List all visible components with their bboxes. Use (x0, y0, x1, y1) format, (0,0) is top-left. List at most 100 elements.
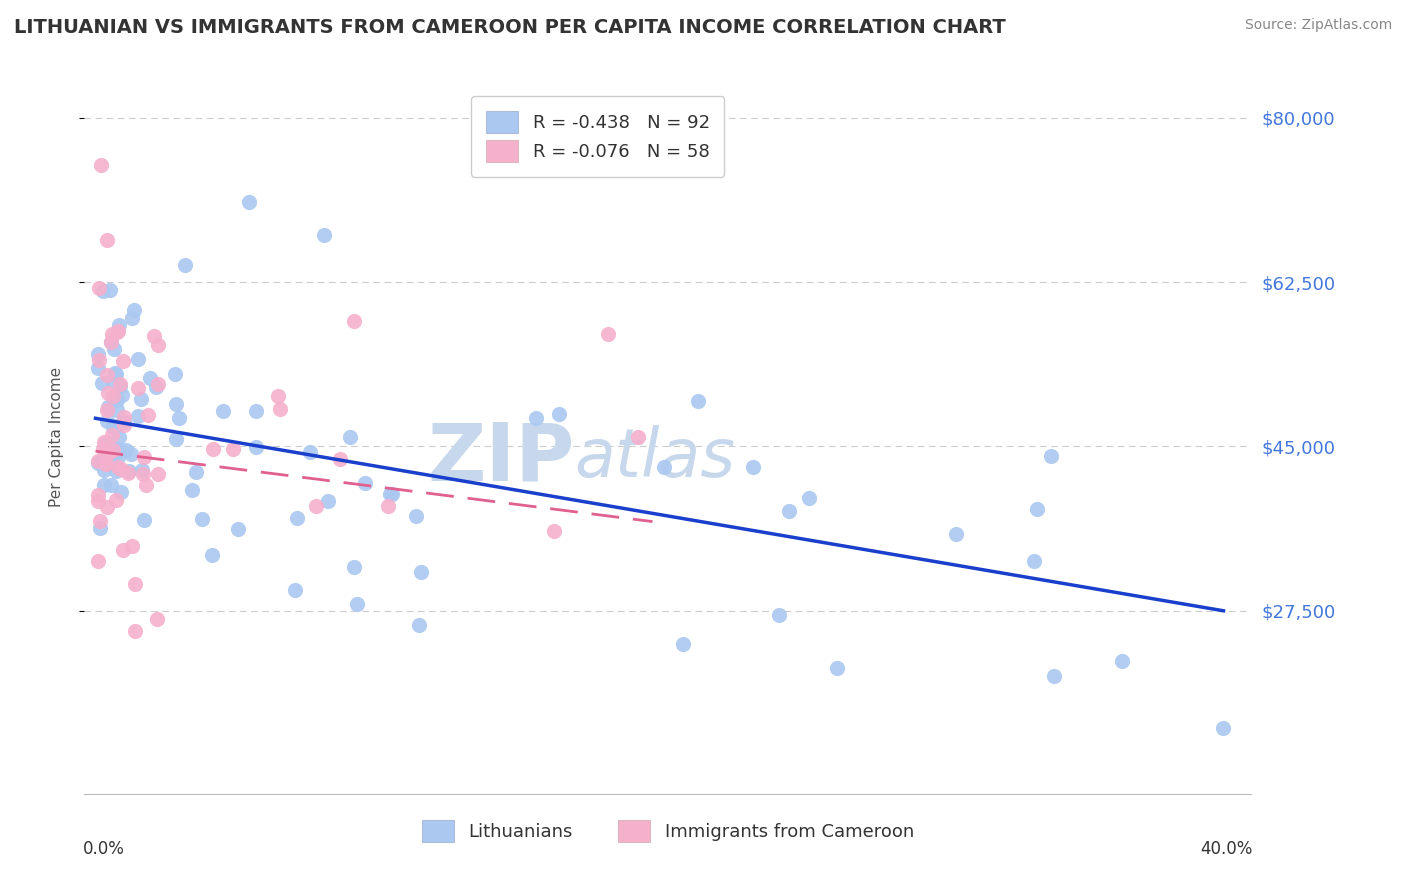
Point (1039, 449, 1062, 463)
Point (686, 394, 709, 409)
Point (91, 442, 114, 457)
Point (201, 549, 224, 563)
Point (117, 466, 139, 480)
Point (105, 392, 128, 407)
Point (201, 442, 224, 456)
Point (245, 440, 267, 454)
Point (118, 464, 141, 478)
Point (87, 454, 110, 468)
Point (87, 493, 110, 508)
Point (105, 403, 128, 417)
Point (96, 500, 118, 514)
Point (87, 488, 110, 502)
Point (97, 400, 120, 414)
Point (87, 554, 110, 568)
Point (129, 392, 152, 407)
Point (778, 504, 800, 518)
Point (124, 576, 146, 591)
Point (100, 373, 122, 387)
Point (87, 456, 110, 470)
Point (91, 376, 114, 390)
Point (148, 376, 170, 391)
Point (346, 598, 368, 612)
Legend: Lithuanians, Immigrants from Cameroon: Lithuanians, Immigrants from Cameroon (415, 813, 921, 849)
Point (115, 442, 138, 457)
Point (96, 233, 118, 247)
Point (825, 661, 848, 675)
Point (111, 388, 134, 402)
Point (105, 368, 128, 382)
Text: ZIP: ZIP (427, 419, 575, 498)
Point (269, 402, 291, 417)
Point (329, 452, 352, 467)
Point (768, 607, 790, 622)
Point (547, 407, 569, 421)
Point (139, 371, 162, 385)
Point (652, 459, 675, 474)
Point (104, 493, 127, 508)
Point (742, 459, 765, 474)
Point (100, 334, 122, 349)
Point (104, 366, 127, 380)
Point (107, 450, 129, 464)
Point (93, 435, 115, 450)
Point (672, 637, 695, 651)
Point (408, 617, 430, 632)
Point (378, 487, 401, 501)
Point (136, 409, 159, 423)
Point (284, 582, 307, 597)
Point (93, 463, 115, 477)
Point (98, 283, 121, 297)
Point (97, 446, 120, 460)
Text: 0.0%: 0.0% (83, 840, 125, 858)
Point (169, 411, 191, 425)
Point (89, 514, 111, 528)
Point (89, 520, 111, 534)
Point (110, 485, 132, 500)
Text: atlas: atlas (575, 425, 735, 491)
Point (94, 456, 117, 470)
Point (146, 467, 169, 482)
Point (134, 450, 156, 464)
Point (100, 477, 122, 491)
Point (107, 430, 129, 444)
Point (101, 442, 124, 457)
Point (127, 352, 149, 367)
Point (1025, 502, 1047, 516)
Point (146, 338, 169, 352)
Point (110, 443, 132, 458)
Point (135, 478, 157, 492)
Point (342, 314, 364, 328)
Point (93, 478, 115, 492)
Point (1212, 721, 1234, 735)
Point (97, 385, 120, 400)
Point (174, 258, 197, 272)
Point (377, 500, 399, 514)
Point (112, 542, 135, 557)
Point (87, 361, 110, 376)
Point (87, 281, 110, 295)
Point (94, 435, 117, 450)
Point (267, 389, 290, 403)
Point (181, 483, 204, 497)
Point (96, 403, 118, 417)
Point (110, 379, 132, 393)
Point (342, 559, 364, 574)
Text: LITHUANIAN VS IMMIGRANTS FROM CAMEROON PER CAPITA INCOME CORRELATION CHART: LITHUANIAN VS IMMIGRANTS FROM CAMEROON P… (14, 18, 1005, 37)
Point (121, 539, 143, 553)
Point (96, 414, 118, 428)
Point (287, 510, 309, 524)
Point (107, 324, 129, 338)
Point (212, 403, 235, 417)
Point (112, 409, 135, 424)
Point (112, 353, 135, 368)
Point (409, 565, 432, 579)
Text: Source: ZipAtlas.com: Source: ZipAtlas.com (1244, 18, 1392, 32)
Point (127, 409, 149, 424)
Point (1111, 654, 1133, 668)
Point (103, 420, 125, 434)
Point (299, 444, 322, 458)
Point (1043, 669, 1066, 683)
Point (226, 522, 249, 536)
Point (101, 389, 124, 403)
